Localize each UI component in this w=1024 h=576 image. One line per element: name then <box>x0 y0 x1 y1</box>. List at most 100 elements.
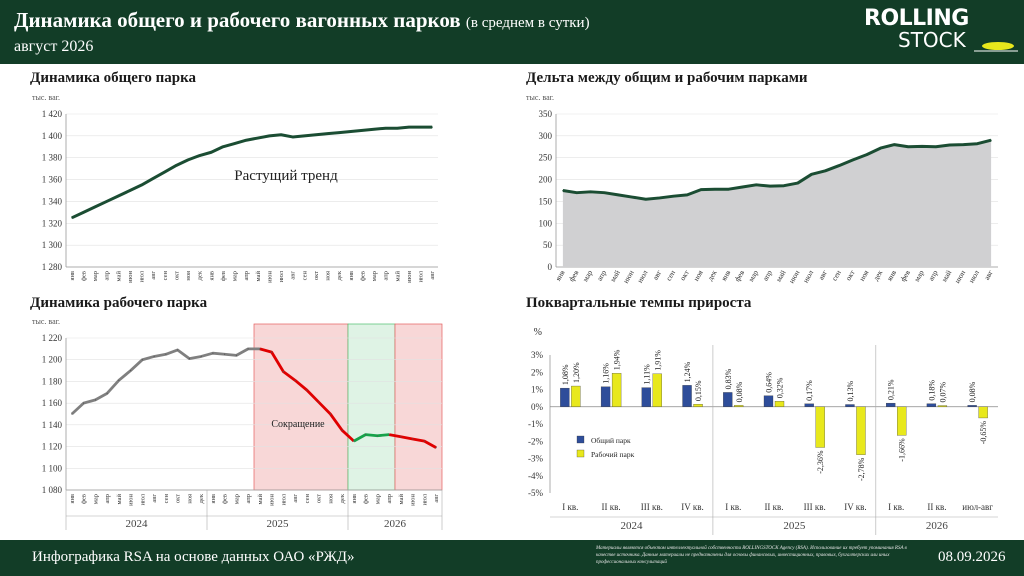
c4-data-label: 0,17% <box>805 380 814 401</box>
c1-data-point <box>175 164 178 166</box>
c3-xtick-label: янв <box>210 494 217 504</box>
c3-xtick-label: авг <box>151 494 158 503</box>
c1-series-line <box>71 125 433 220</box>
c4-bar-total <box>723 392 733 407</box>
c2-xtick-label: апр <box>595 268 608 282</box>
c4-category-label: II кв. <box>927 502 946 512</box>
c2-data-point <box>617 194 619 196</box>
c2-data-point <box>824 170 826 172</box>
c4-ytick-label: -1% <box>528 419 543 429</box>
c3-ytick-label: 1 220 <box>42 333 63 343</box>
c1-data-point <box>431 126 433 128</box>
c4-data-label: -0,65% <box>979 421 988 445</box>
c4-legend-swatch <box>576 435 585 444</box>
c2-ytick-label: 300 <box>539 131 553 141</box>
c1-xtick-label: дек <box>336 270 343 280</box>
c1-xtick-label: сен <box>301 270 308 280</box>
c3-data-point <box>94 399 96 401</box>
c1-xtick-label: июл <box>278 270 285 282</box>
c1-ytick-label: 1 280 <box>42 262 63 272</box>
c3-xtick-label: сен <box>163 493 170 503</box>
working-fleet-chart: 1 080 1 100 1 120 1 140 1 160 1 180 1 200 1 220… <box>42 323 443 530</box>
c3-data-point <box>400 436 402 438</box>
c2-data-point <box>755 184 757 186</box>
c4-bar-working <box>774 401 785 407</box>
c2-data-point <box>935 146 937 148</box>
c3-data-point <box>212 352 214 354</box>
c1-xtick-label: авг <box>290 271 297 280</box>
c2-xtick-label: июл <box>801 268 816 284</box>
rollingstock-logo: ROLLING STOCK <box>862 6 1018 58</box>
c2-xtick-label: май <box>608 269 622 284</box>
c4-data-label: 1,94% <box>613 349 622 370</box>
page-subtitle: (в среднем в сутки) <box>465 15 590 31</box>
c3-data-point <box>294 379 296 381</box>
c3-ytick-label: 1 180 <box>42 376 63 386</box>
c1-ytick-label: 1 360 <box>42 175 63 185</box>
c4-legend-swatch <box>576 449 585 458</box>
c4-data-label: -2,78% <box>857 457 866 481</box>
c4-category-label: III кв. <box>641 502 663 512</box>
c2-xtick-label: ноя <box>691 268 705 283</box>
c2-xtick-label: фев <box>898 268 912 283</box>
c4-bar-working <box>937 405 948 407</box>
c3-xtick-label: мар <box>92 494 99 504</box>
c4-category-label: III кв. <box>804 502 826 512</box>
c2-xtick-label: окт <box>844 268 857 282</box>
c4-data-label: 0,13% <box>846 381 855 402</box>
c4-legend-label: Рабочий парк <box>591 450 635 459</box>
c2-data-point <box>576 192 578 194</box>
c4-bar-working <box>815 406 825 448</box>
c1-data-point <box>71 217 73 219</box>
c1-data-point <box>396 127 398 129</box>
page-title: Динамика общего и рабочего вагонных парк… <box>14 8 590 32</box>
c3-xtick-label: июл <box>280 493 287 505</box>
c4-data-label: -1,66% <box>898 438 907 462</box>
c4-data-label: -2,36% <box>816 450 825 474</box>
c2-xtick-label: фев <box>567 268 581 283</box>
c3-data-point <box>353 440 355 442</box>
c1-data-point <box>210 151 212 153</box>
c1-xtick-label: июн <box>266 270 273 282</box>
c4-data-label: 0,32% <box>776 377 785 398</box>
c1-data-point <box>222 146 224 148</box>
c1-xtick-label: май <box>255 270 262 281</box>
c3-xtick-label: дек <box>198 493 205 503</box>
c3-data-point <box>224 353 226 355</box>
c4-ytick-label: -3% <box>528 454 543 464</box>
c3-xtick-label: ноя <box>327 494 334 504</box>
chart3-title: Динамика рабочего парка <box>30 295 208 311</box>
c2-data-point <box>562 189 564 192</box>
c3-xtick-label: май <box>398 493 405 504</box>
c3-data-point <box>259 348 261 350</box>
c2-xtick-label: дек <box>705 268 718 282</box>
c4-ytick-label: 2% <box>531 367 544 377</box>
c1-xtick-label: сен <box>162 270 169 280</box>
c2-data-point <box>728 188 730 190</box>
c4-data-label: 0,15% <box>694 380 703 401</box>
c3-xtick-label: фев <box>81 494 88 504</box>
c3-xtick-label: июн <box>410 493 417 505</box>
c1-data-point <box>385 127 387 129</box>
c3-data-point <box>83 402 85 404</box>
c4-bar-total <box>967 405 977 407</box>
c4-bar-working <box>693 404 703 407</box>
c1-data-point <box>338 131 340 134</box>
c4-bar-working <box>978 406 988 419</box>
c2-data-point <box>976 143 978 145</box>
c4-bar-total <box>560 387 570 407</box>
c4-ytick-label: 1% <box>531 385 544 395</box>
c4-year-label: 2026 <box>926 520 949 532</box>
c1-xtick-label: июл <box>139 270 146 282</box>
c2-xtick-label: апр <box>926 268 939 282</box>
c4-ytick-label: -5% <box>528 488 543 498</box>
c4-legend-label: Общий парк <box>591 436 631 445</box>
c4-data-label: 0,08% <box>735 381 744 402</box>
c3-data-point <box>106 392 108 394</box>
c3-xtick-label: окт <box>175 494 182 503</box>
c4-bar-total <box>804 403 814 407</box>
c3-data-point <box>130 369 132 372</box>
c1-xtick-label: дек <box>197 270 204 280</box>
c1-xtick-label: май <box>394 270 401 281</box>
c2-ytick-label: 250 <box>539 153 553 163</box>
